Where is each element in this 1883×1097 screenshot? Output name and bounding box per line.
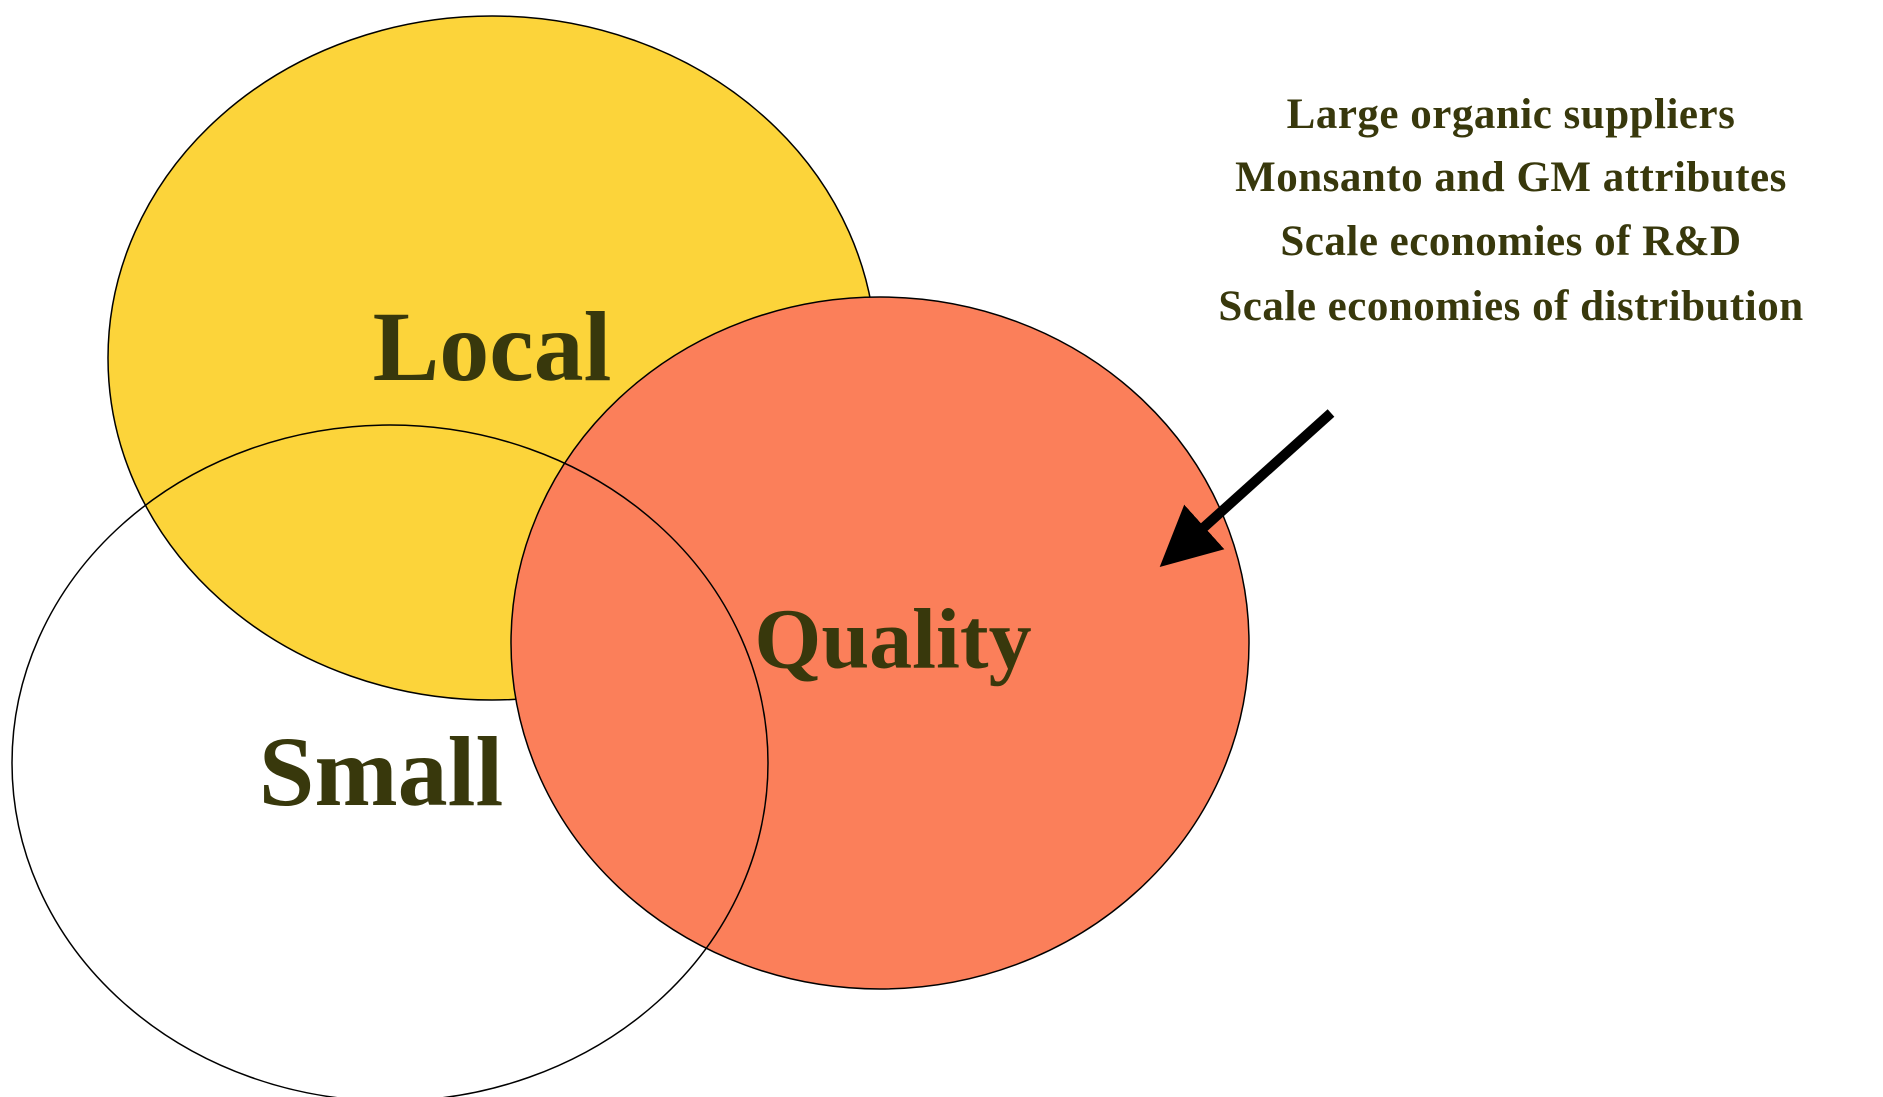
- set-label: Local: [373, 291, 612, 402]
- annotation-line: Scale economies of R&D: [1280, 218, 1741, 265]
- annotation-line: Scale economies of distribution: [1218, 283, 1803, 330]
- set-label: Quality: [754, 591, 1031, 687]
- arrow: [1159, 409, 1335, 568]
- quality-circle: [510, 296, 1250, 990]
- annotation-line: Large organic suppliers: [1287, 91, 1736, 138]
- set-label: Small: [259, 716, 503, 827]
- annotation-line: Monsanto and GM attributes: [1235, 154, 1787, 201]
- small-circle: [11, 424, 769, 1097]
